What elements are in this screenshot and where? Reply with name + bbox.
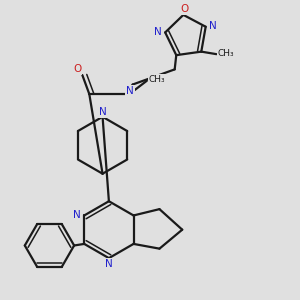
Text: N: N: [105, 259, 113, 269]
Text: N: N: [154, 27, 162, 37]
Text: CH₃: CH₃: [148, 75, 165, 84]
Text: N: N: [209, 21, 217, 31]
Text: N: N: [74, 210, 81, 220]
Text: O: O: [73, 64, 81, 74]
Text: CH₃: CH₃: [218, 49, 234, 58]
Text: N: N: [126, 86, 134, 96]
Text: O: O: [181, 4, 189, 14]
Text: N: N: [99, 107, 106, 117]
